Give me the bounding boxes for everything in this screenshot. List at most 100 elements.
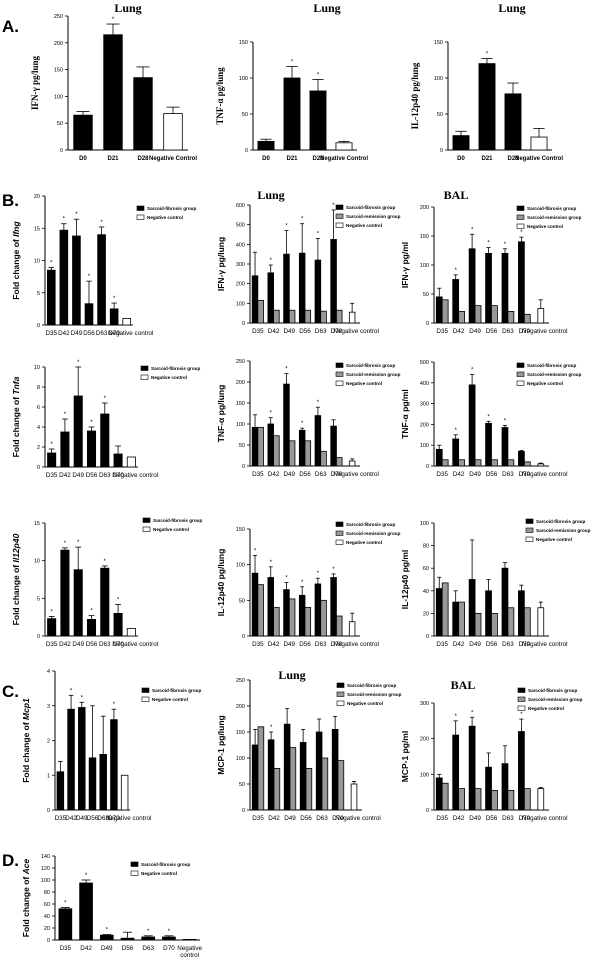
y-tick-label: 50 xyxy=(57,121,63,127)
bar xyxy=(100,413,110,468)
bar xyxy=(537,308,545,324)
y-tick-label: 0 xyxy=(37,323,40,329)
x-tick-label: D63 xyxy=(97,815,109,822)
bar xyxy=(288,440,296,467)
legend-label: Negative control xyxy=(536,537,572,542)
y-tick-label: 400 xyxy=(420,381,429,387)
y-tick-label: 40 xyxy=(44,914,50,920)
bar xyxy=(126,628,136,637)
legend-swatch xyxy=(516,371,525,377)
legend: Sarcoid-fibrosis group Negative control xyxy=(140,365,200,380)
legend-swatch xyxy=(136,214,145,220)
significance-mark: * xyxy=(106,928,109,934)
legend-swatch xyxy=(335,362,344,368)
x-tick-label: D35 xyxy=(46,472,58,479)
y-tick-label: 50 xyxy=(239,782,245,788)
bar xyxy=(46,269,56,326)
bar xyxy=(348,621,356,637)
bar xyxy=(435,588,443,637)
legend: Sarcoid-fibrosis group Sarcoid-remission … xyxy=(335,204,401,228)
x-tick-label: Negative control xyxy=(333,471,379,478)
legend-swatch xyxy=(516,214,525,220)
x-tick-label: D70 xyxy=(163,945,175,952)
x-tick-label: D70 xyxy=(519,641,531,648)
x-tick-label: D35 xyxy=(436,328,448,335)
bar xyxy=(441,782,449,811)
bar xyxy=(530,136,548,151)
x-tick-label: D49 xyxy=(469,815,481,822)
bar xyxy=(518,451,525,467)
bar xyxy=(485,766,492,811)
significance-mark: * xyxy=(63,217,66,223)
y-axis-label: Fold change of Ace xyxy=(21,859,31,938)
chart-b5: 0 50 100 150 200 250 TNF-α pg/lung D35 D42 * D49 * D… xyxy=(216,359,401,478)
bar xyxy=(288,598,296,637)
legend-swatch xyxy=(336,700,345,706)
chart-title: BAL xyxy=(451,678,476,692)
bar xyxy=(468,384,476,467)
bar xyxy=(348,311,356,324)
legend-swatch xyxy=(141,696,150,702)
legend-swatch xyxy=(141,687,150,693)
y-tick-label: 150 xyxy=(236,730,245,736)
bar xyxy=(273,435,280,467)
legend-label: Sarcoid-fibrosis group xyxy=(527,363,576,368)
x-tick-label: D42 xyxy=(268,471,280,478)
bar xyxy=(491,789,498,811)
x-tick-label: D49 xyxy=(469,328,481,335)
bar xyxy=(491,613,498,637)
legend-swatch xyxy=(335,222,344,228)
significance-mark: * xyxy=(270,411,273,417)
significance-mark: * xyxy=(270,258,273,264)
x-tick-label: D42 xyxy=(59,641,71,648)
y-tick-label: 0 xyxy=(426,321,429,327)
bar xyxy=(299,742,307,811)
x-tick-label: D35 xyxy=(252,328,264,335)
bar xyxy=(100,567,110,637)
legend-swatch xyxy=(335,204,344,210)
legend-label: Negative control xyxy=(153,527,189,532)
x-tick-label: D35 xyxy=(60,945,72,952)
bar xyxy=(537,463,545,467)
x-tick-label: D49 xyxy=(284,641,296,648)
x-tick-label: D70 xyxy=(108,815,120,822)
bar xyxy=(88,757,97,811)
y-tick-label: 200 xyxy=(236,380,245,386)
x-tick-label: D63 xyxy=(502,328,514,335)
x-tick-label: D56 xyxy=(86,472,98,479)
significance-mark: * xyxy=(117,597,120,603)
y-tick-label: 40 xyxy=(423,589,429,595)
significance-mark: * xyxy=(317,400,320,406)
significance-mark: * xyxy=(301,421,304,427)
y-axis-label: Fold change of Mcp1 xyxy=(21,698,31,783)
bar xyxy=(60,431,70,468)
bar xyxy=(288,309,296,324)
bar xyxy=(474,305,482,324)
legend-swatch xyxy=(516,223,525,229)
legend: Sarcoid-fibrosis group Sarcoid-remission … xyxy=(517,687,583,711)
y-tick-label: 2 xyxy=(37,445,40,451)
x-tick-label: D42 xyxy=(59,472,71,479)
bar xyxy=(491,305,498,324)
legend-label: Negative control xyxy=(141,871,177,876)
x-tick-label: D70 xyxy=(112,641,124,648)
significance-mark: * xyxy=(88,274,91,280)
x-tick-label: D56 xyxy=(486,471,498,478)
significance-mark: * xyxy=(487,241,490,247)
bar xyxy=(523,461,531,467)
bar xyxy=(73,114,93,151)
significance-mark: * xyxy=(81,695,84,701)
bar xyxy=(304,607,312,637)
legend-swatch xyxy=(335,521,344,527)
x-tick-label: D63 xyxy=(502,815,514,822)
y-tick-label: 0 xyxy=(242,464,245,470)
bar xyxy=(182,939,197,941)
significance-mark: * xyxy=(301,217,304,223)
y-tick-label: 0 xyxy=(242,808,245,814)
chart-b4: 0 2 4 6 8 10 Fold change of Tnfa D35 * D42 * D49 * D5… xyxy=(11,360,200,479)
significance-mark: * xyxy=(147,929,150,935)
y-tick-label: 200 xyxy=(54,41,63,47)
y-tick-label: 4 xyxy=(47,669,50,675)
bar xyxy=(283,589,290,637)
legend-swatch xyxy=(142,526,151,532)
